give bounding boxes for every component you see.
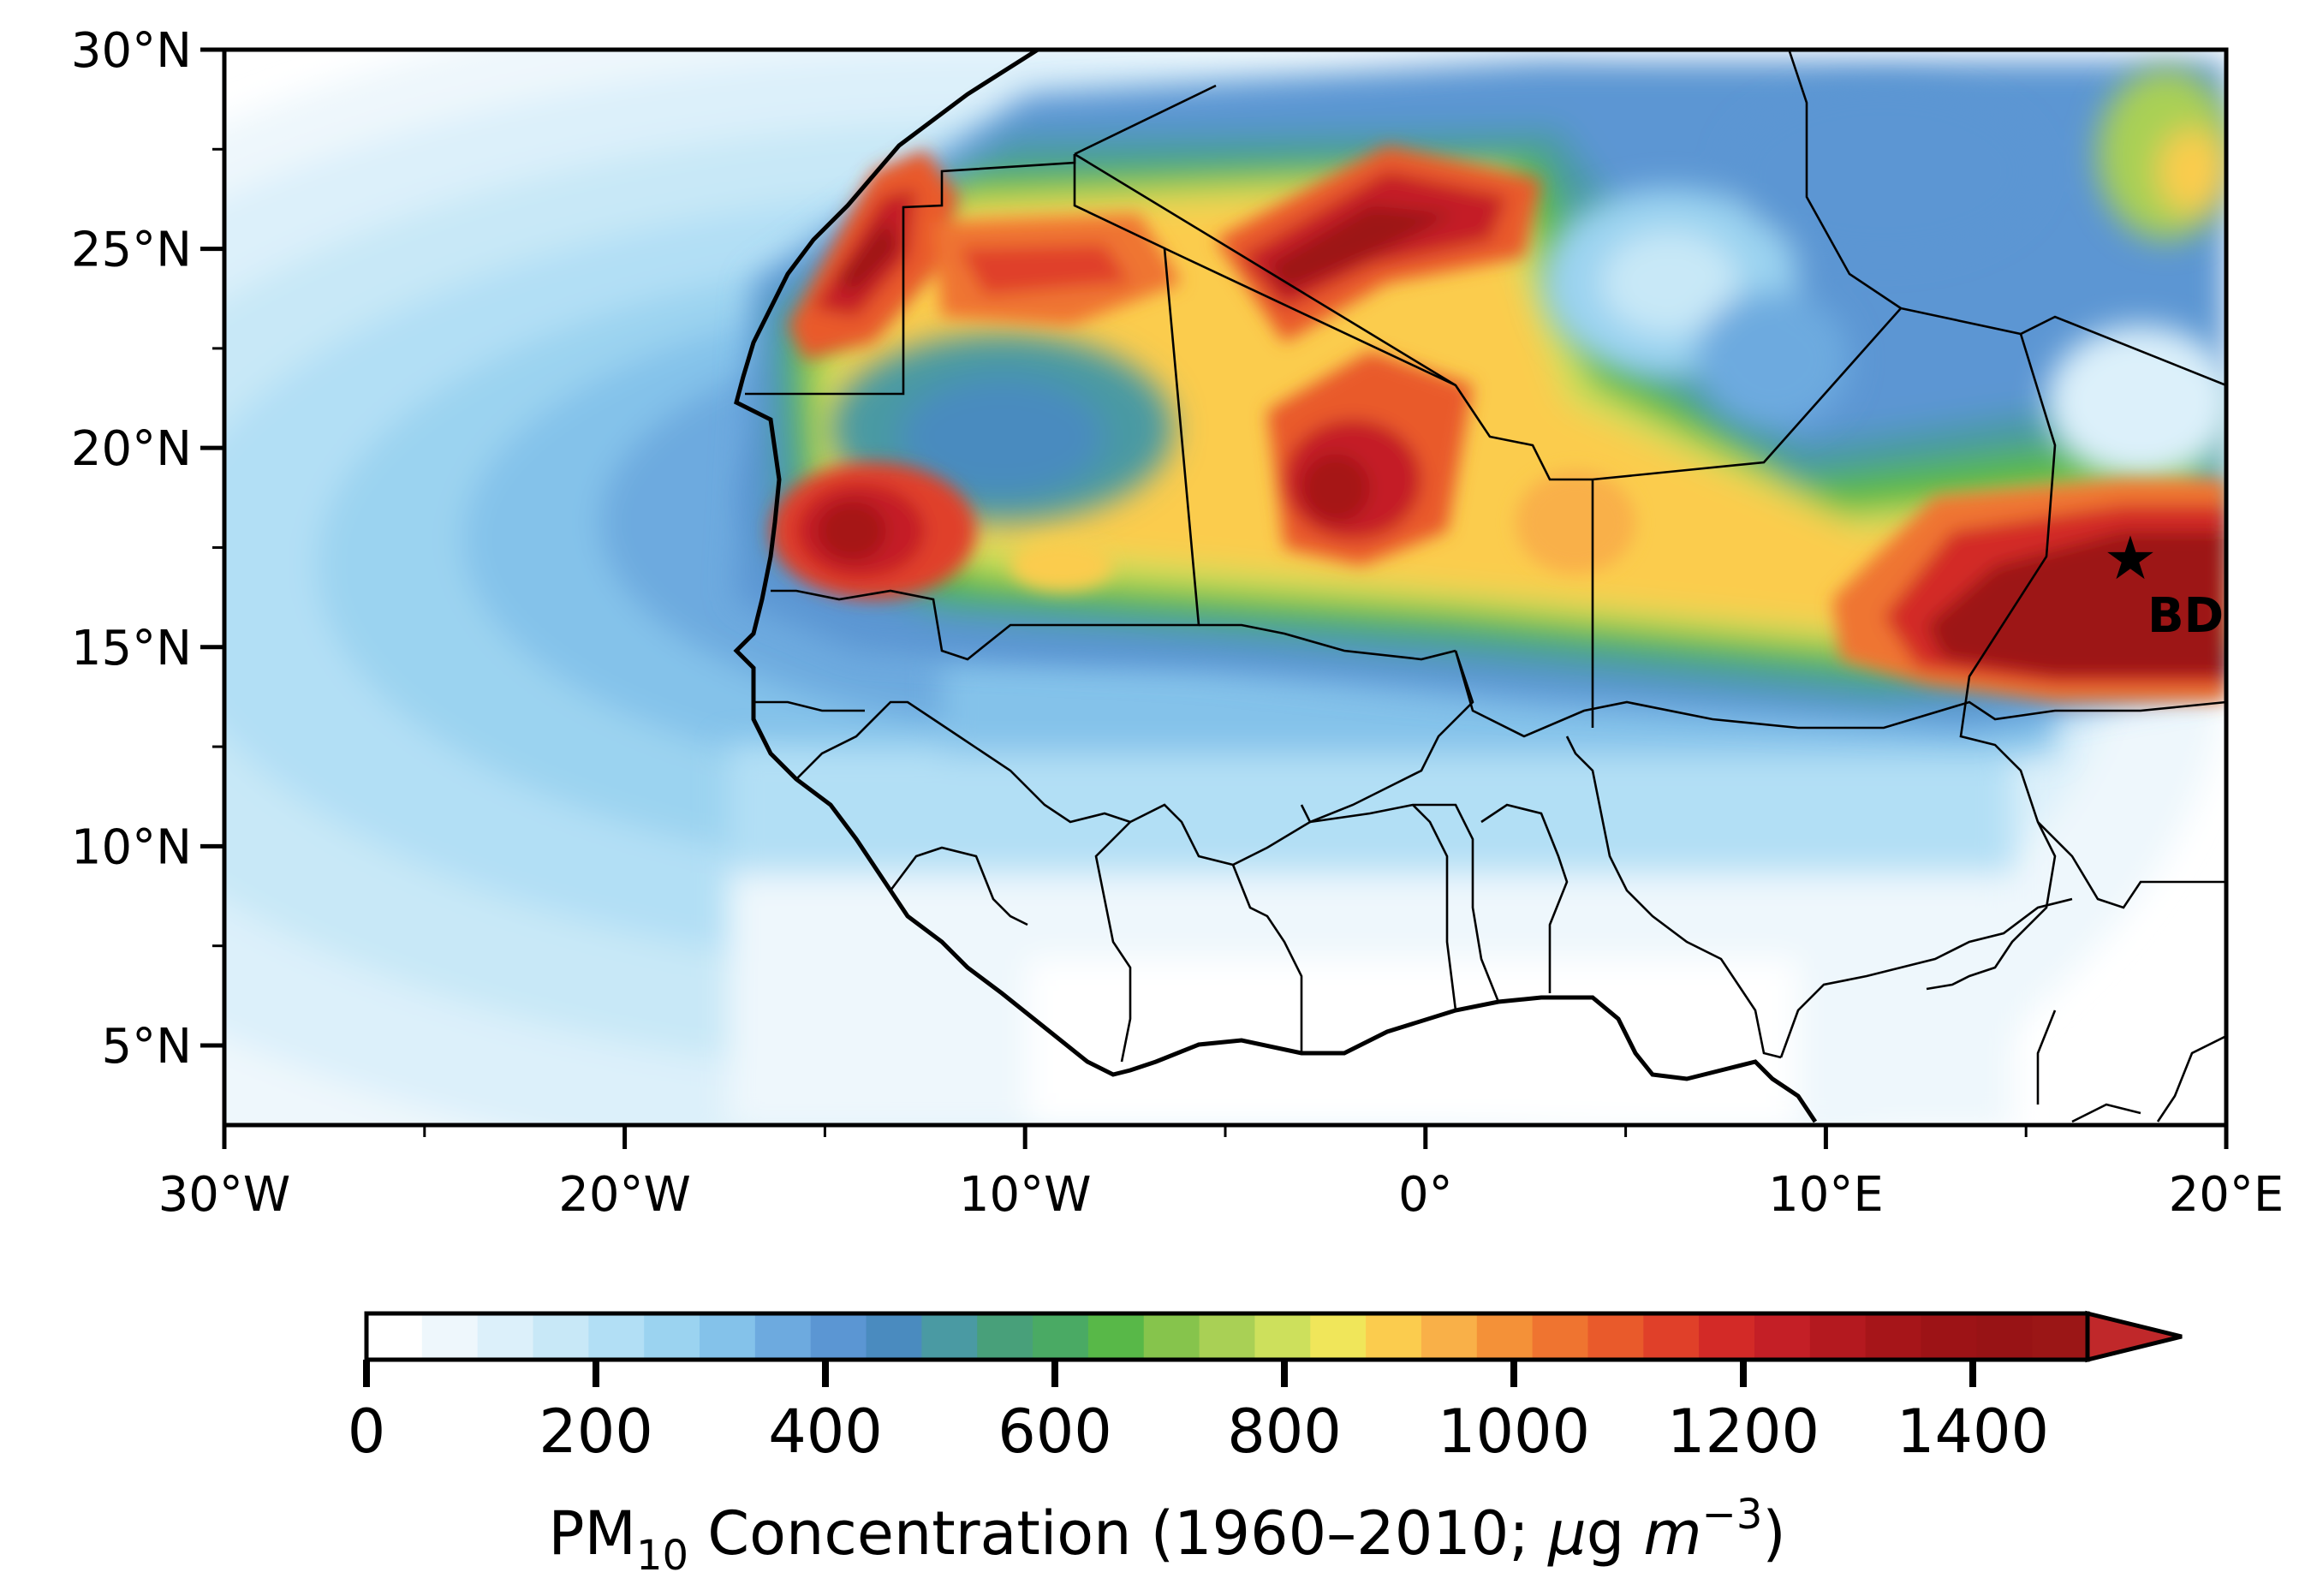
colorbar-bin <box>1366 1313 1422 1360</box>
colorbar-bin <box>1976 1313 2033 1360</box>
colorbar-bin <box>977 1313 1033 1360</box>
map-panel: ★ BD 30°N 25°N 20°N 15°N 10°N 5°N 30°W 20°W 10°… <box>71 23 2284 1223</box>
colorbar-tick-label: 0 <box>348 1396 386 1467</box>
colorbar-bin <box>1699 1313 1755 1360</box>
colorbar-bin <box>1199 1313 1256 1360</box>
colorbar: 0 200 400 600 800 1000 1200 1400 PM10 Concentra… <box>348 1310 2183 1580</box>
bd-label: BD <box>2147 588 2224 644</box>
colorbar-extend-arrow <box>2085 1310 2183 1363</box>
colorbar-bin <box>1587 1313 1644 1360</box>
colorbar-tick-label: 600 <box>998 1396 1112 1467</box>
star-icon: ★ <box>2104 523 2158 593</box>
lon-tick-label: 20°W <box>558 1167 691 1223</box>
colorbar-bin <box>1033 1313 1089 1360</box>
colorbar-ticks: 0 200 400 600 800 1000 1200 1400 <box>348 1360 2049 1467</box>
colorbar-tick-label: 800 <box>1227 1396 1342 1467</box>
lon-tick-label: 30°W <box>158 1167 291 1223</box>
colorbar-tick-label: 1200 <box>1667 1396 1820 1467</box>
colorbar-label: PM10 Concentration (1960–2010; μg m−3) <box>548 1491 1785 1580</box>
colorbar-bins <box>366 1313 2088 1360</box>
colorbar-bin <box>1087 1313 1145 1360</box>
lon-tick-label: 20°E <box>2169 1167 2284 1223</box>
colorbar-bin <box>810 1313 867 1360</box>
colorbar-bin <box>2032 1313 2088 1360</box>
lat-tick-label: 25°N <box>71 223 192 278</box>
colorbar-tick-label: 1000 <box>1438 1396 1590 1467</box>
colorbar-bin <box>1310 1313 1367 1360</box>
lat-tick-label: 20°N <box>71 421 192 477</box>
colorbar-bin <box>477 1313 534 1360</box>
colorbar-bin <box>1421 1313 1478 1360</box>
lon-tick-label: 0° <box>1398 1167 1453 1223</box>
colorbar-bin <box>1532 1313 1589 1360</box>
colorbar-tick-label: 1400 <box>1897 1396 2049 1467</box>
lat-tick-label: 10°N <box>71 819 192 875</box>
colorbar-bin <box>1143 1313 1200 1360</box>
colorbar-bin <box>533 1313 589 1360</box>
colorbar-bin <box>700 1313 756 1360</box>
colorbar-bin <box>588 1313 645 1360</box>
colorbar-bin <box>1254 1313 1311 1360</box>
lat-tick-label: 30°N <box>71 23 192 79</box>
colorbar-bin <box>921 1313 978 1360</box>
colorbar-tick-label: 400 <box>768 1396 883 1467</box>
colorbar-bin <box>1865 1313 1922 1360</box>
latitude-axis: 30°N 25°N 20°N 15°N 10°N 5°N <box>71 23 224 1075</box>
colorbar-bin <box>866 1313 922 1360</box>
colorbar-bin <box>1643 1313 1700 1360</box>
lon-tick-label: 10°W <box>959 1167 1092 1223</box>
bd-site-marker: ★ BD <box>2104 523 2225 644</box>
lat-tick-label: 5°N <box>101 1019 192 1075</box>
longitude-axis: 30°W 20°W 10°W 0° 10°E 20°E <box>158 1125 2284 1223</box>
colorbar-bin <box>1476 1313 1534 1360</box>
colorbar-bin <box>366 1313 423 1360</box>
concentration-field: ★ BD <box>224 50 2226 1125</box>
colorbar-bin <box>1809 1313 1867 1360</box>
colorbar-tick-label: 200 <box>539 1396 653 1467</box>
colorbar-bin <box>1754 1313 1811 1360</box>
colorbar-frame <box>364 1311 2090 1362</box>
colorbar-bin <box>644 1313 700 1360</box>
coastline <box>733 50 1818 1123</box>
colorbar-bin <box>754 1313 812 1360</box>
lat-tick-label: 15°N <box>71 621 192 676</box>
colorbar-bin <box>1921 1313 1977 1360</box>
country-borders <box>745 51 2226 1123</box>
lon-tick-label: 10°E <box>1768 1167 1884 1223</box>
colorbar-bin <box>421 1313 479 1360</box>
